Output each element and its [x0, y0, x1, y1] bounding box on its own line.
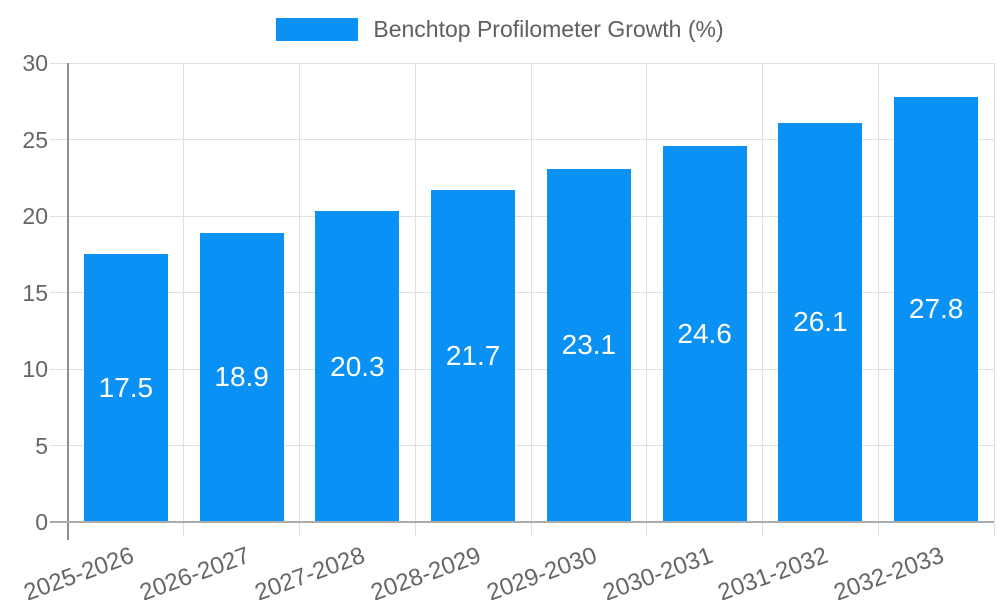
- h-gridline: [50, 139, 994, 140]
- bar[interactable]: 27.8: [894, 96, 979, 522]
- v-gridline: [414, 63, 416, 536]
- chart-legend[interactable]: Benchtop Profilometer Growth (%): [0, 16, 1000, 43]
- bar-value-label: 20.3: [330, 350, 385, 382]
- bar[interactable]: 26.1: [778, 122, 863, 522]
- y-tick-label: 15: [22, 279, 48, 306]
- h-gridline: [50, 368, 994, 370]
- y-tick-label: 20: [22, 203, 48, 229]
- bar-value-label: 18.9: [214, 361, 269, 393]
- y-tick-label: 0: [35, 509, 48, 535]
- v-gridline: [762, 63, 763, 536]
- y-tick-label: 25: [22, 126, 48, 153]
- bar[interactable]: 20.3: [315, 211, 400, 522]
- bar[interactable]: 17.5: [83, 254, 168, 522]
- bar[interactable]: 24.6: [662, 145, 747, 522]
- v-gridline: [183, 63, 185, 536]
- legend-swatch: [276, 18, 359, 41]
- bar-value-label: 21.7: [445, 339, 501, 371]
- h-gridline: [50, 62, 994, 64]
- y-tick-label: 5: [35, 432, 48, 459]
- bar-value-label: 23.1: [561, 329, 617, 361]
- bar-value-label: 26.1: [793, 306, 848, 338]
- y-tick-label: 10: [22, 356, 48, 382]
- v-gridline: [877, 63, 879, 536]
- h-gridline: [50, 215, 994, 217]
- bar[interactable]: 21.7: [431, 189, 516, 522]
- bar-value-label: 27.8: [908, 293, 964, 325]
- bar[interactable]: 18.9: [199, 232, 284, 522]
- bar[interactable]: 23.1: [546, 168, 631, 522]
- h-gridline: [50, 445, 994, 446]
- h-gridline: [50, 292, 994, 293]
- legend-label: Benchtop Profilometer Growth (%): [373, 16, 724, 42]
- bar-value-label: 17.5: [98, 372, 154, 404]
- v-gridline: [993, 63, 995, 536]
- v-gridline: [646, 63, 648, 536]
- y-axis-line: [67, 63, 69, 540]
- v-gridline: [530, 63, 532, 536]
- y-tick-label: 30: [22, 50, 48, 76]
- x-axis-line: [50, 521, 994, 523]
- bar-value-label: 24.6: [677, 317, 732, 349]
- v-gridline: [299, 63, 300, 536]
